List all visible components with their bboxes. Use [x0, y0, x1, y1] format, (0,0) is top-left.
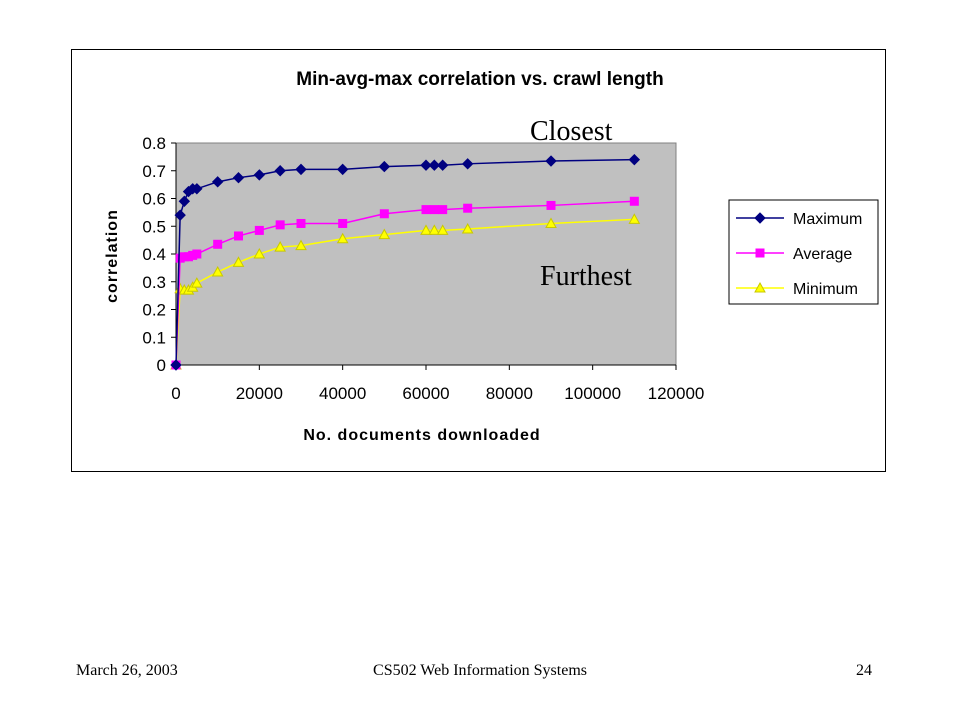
y-tick-label: 0.2: [142, 301, 166, 320]
average-point: [275, 220, 285, 230]
minimum-point: [232, 256, 245, 267]
legend-marker: [755, 248, 765, 258]
legend-item-maximum: Maximum: [736, 211, 862, 228]
maximum-point: [178, 195, 191, 207]
legend-marker: [754, 212, 766, 224]
maximum-point: [378, 160, 391, 173]
average-point: [254, 225, 264, 235]
x-tick-label: 0: [171, 384, 180, 403]
annotation-furthest: Furthest: [540, 261, 632, 292]
x-tick-label: 80000: [486, 384, 533, 403]
average-point: [546, 200, 556, 210]
y-tick-label: 0.4: [142, 245, 166, 264]
minimum-point: [420, 224, 432, 235]
minimum-point: [436, 224, 449, 235]
x-tick-label: 120000: [648, 384, 705, 403]
annotation-closest: Closest: [530, 116, 613, 147]
maximum-point: [628, 153, 641, 166]
legend-item-average: Average: [736, 246, 852, 263]
series-minimum: [170, 213, 641, 370]
average-point: [213, 239, 223, 249]
y-tick-label: 0: [157, 356, 166, 375]
series-maximum: [170, 153, 641, 371]
minimum-point: [545, 217, 557, 228]
footer-date: March 26, 2003: [76, 662, 178, 679]
maximum-point: [170, 359, 182, 371]
x-axis-label: No. documents downloaded: [303, 427, 540, 444]
legend: Maximum Average Minimum: [728, 199, 879, 305]
average-point: [338, 218, 348, 228]
y-tick-label: 0.1: [142, 328, 166, 347]
maximum-point: [295, 163, 307, 176]
minimum-point: [428, 224, 441, 235]
average-point: [421, 205, 431, 215]
average-point: [296, 218, 306, 228]
series-layer: [170, 153, 641, 371]
minimum-point: [336, 232, 349, 244]
minimum-point: [295, 239, 307, 251]
minimum-point: [628, 213, 641, 224]
legend-label: Maximum: [793, 211, 862, 228]
legend-label: Average: [793, 246, 852, 263]
x-tick-label: 20000: [236, 384, 283, 403]
minimum-point: [461, 222, 474, 234]
average-point: [192, 249, 202, 259]
legend-item-minimum: Minimum: [736, 281, 858, 298]
minimum-point: [253, 247, 266, 259]
maximum-point: [436, 159, 449, 171]
y-tick-label: 0.5: [142, 217, 166, 236]
average-point: [438, 205, 448, 215]
average-point: [463, 203, 473, 213]
average-point: [629, 196, 639, 206]
footer-course: CS502 Web Information Systems: [373, 662, 587, 679]
x-tick-label: 40000: [319, 384, 366, 403]
footer-page-number: 24: [856, 662, 872, 679]
maximum-point: [191, 183, 203, 195]
average-point: [429, 205, 439, 215]
average-point: [379, 209, 389, 219]
minimum-point: [378, 228, 391, 240]
minimum-point: [274, 241, 287, 252]
y-axis-label: correlation: [104, 209, 121, 303]
maximum-point: [253, 169, 266, 181]
minimum-point: [211, 266, 224, 277]
legend-label: Minimum: [793, 281, 858, 298]
x-tick-label: 100000: [564, 384, 621, 403]
maximum-point: [232, 171, 245, 184]
maximum-point: [174, 209, 186, 221]
maximum-point: [545, 155, 557, 167]
y-tick-label: 0.3: [142, 273, 166, 292]
x-tick-label: 60000: [402, 384, 449, 403]
average-point: [234, 231, 243, 241]
maximum-point: [211, 176, 224, 188]
maximum-point: [336, 163, 349, 176]
axes: 0 0.1 0.2 0.3 0.4 0.5 0.6 0.7 0.8 0 20000 40000 6000…: [142, 134, 704, 403]
series-average: [171, 196, 639, 370]
chart-title: Min-avg-max correlation vs. crawl length: [296, 69, 663, 90]
y-tick-label: 0.8: [142, 134, 166, 153]
y-tick-label: 0.6: [142, 190, 166, 209]
y-tick-label: 0.7: [142, 162, 166, 181]
legend-items: Maximum Average Minimum: [736, 211, 862, 298]
maximum-point: [420, 159, 432, 171]
maximum-point: [274, 165, 286, 177]
minimum-point: [190, 277, 203, 288]
legend-marker: [754, 281, 766, 293]
maximum-point: [461, 158, 474, 170]
maximum-point: [428, 159, 441, 171]
